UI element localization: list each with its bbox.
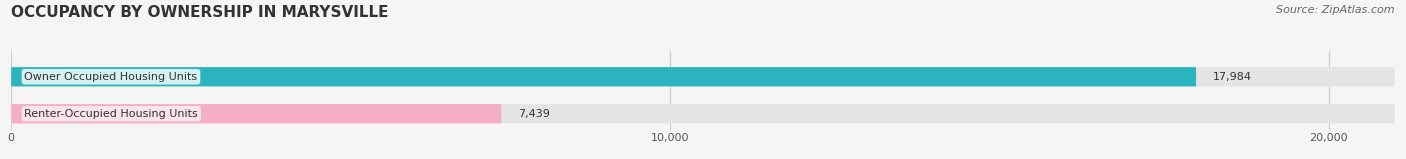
FancyBboxPatch shape [11,104,502,123]
Text: Renter-Occupied Housing Units: Renter-Occupied Housing Units [24,109,198,119]
Text: 17,984: 17,984 [1212,72,1251,82]
FancyBboxPatch shape [11,104,1395,123]
Text: Source: ZipAtlas.com: Source: ZipAtlas.com [1277,5,1395,15]
FancyBboxPatch shape [11,67,1197,86]
FancyBboxPatch shape [11,67,1395,86]
Text: 7,439: 7,439 [517,109,550,119]
Text: Owner Occupied Housing Units: Owner Occupied Housing Units [24,72,198,82]
Text: OCCUPANCY BY OWNERSHIP IN MARYSVILLE: OCCUPANCY BY OWNERSHIP IN MARYSVILLE [11,5,388,20]
